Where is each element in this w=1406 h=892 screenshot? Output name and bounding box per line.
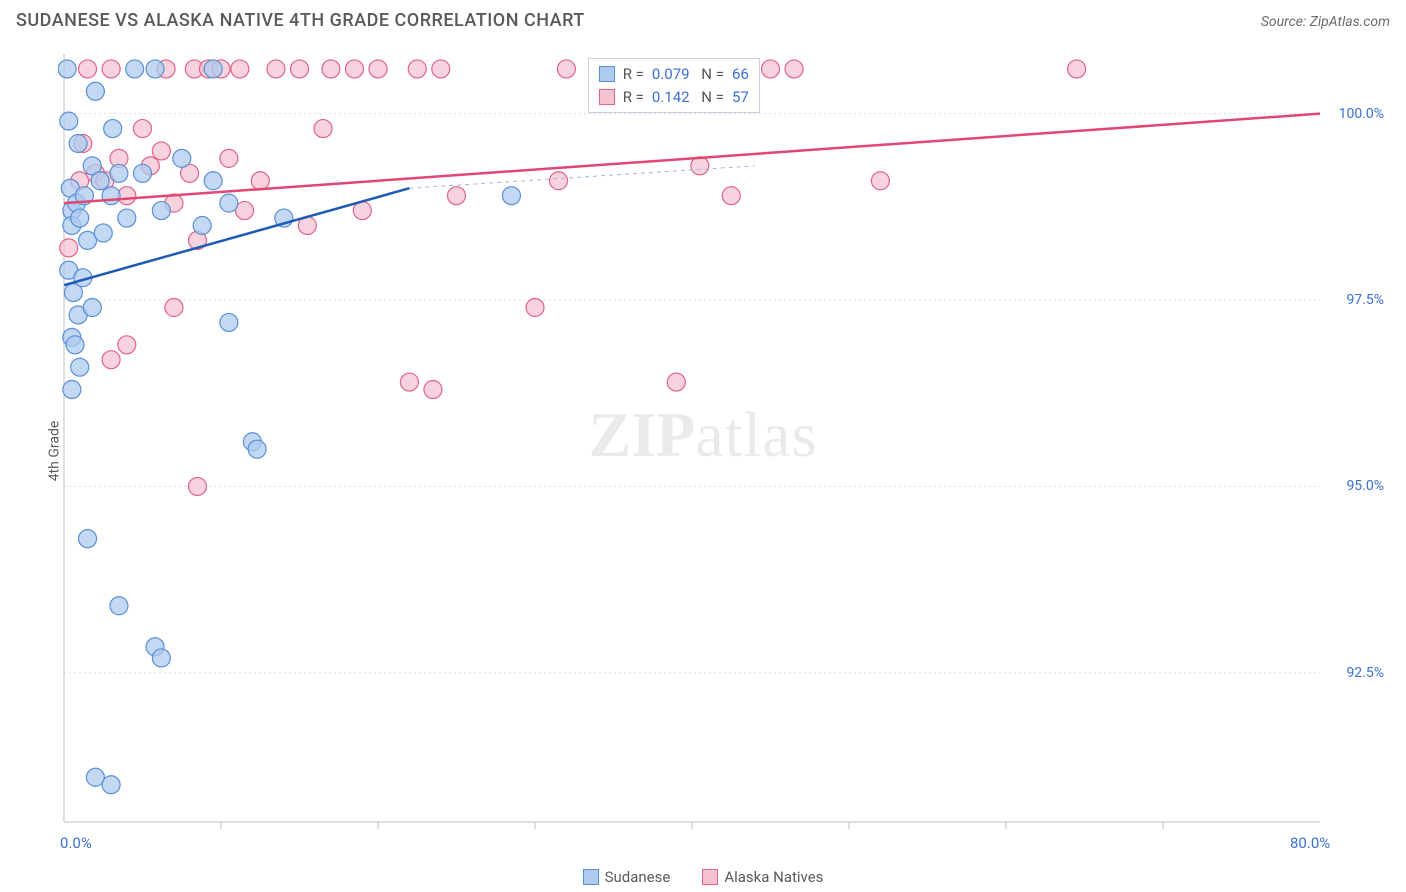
stat-r-value: 0.142	[652, 86, 690, 109]
legend-swatch	[599, 66, 615, 82]
plot-area: 4th Grade ZIPatlas R =0.079 N =66R =0.14…	[16, 46, 1390, 856]
correlation-stats-box: R = 0.079 N = 66 R = 0.142 N = 57	[588, 58, 760, 113]
stat-r-label: R =	[623, 63, 644, 86]
stat-row: R = 0.142 N = 57	[599, 86, 749, 109]
stat-n-label: N =	[698, 86, 724, 109]
legend-item: Sudanese	[583, 868, 671, 886]
chart-title: SUDANESE VS ALASKA NATIVE 4TH GRADE CORR…	[16, 10, 585, 31]
legend-label: Alaska Natives	[724, 868, 823, 886]
legend-swatch	[583, 869, 599, 885]
stat-r-value: 0.079	[652, 63, 690, 86]
legend-swatch	[599, 89, 615, 105]
stat-row: R = 0.079 N = 66	[599, 63, 749, 86]
y-tick-label: 100.0%	[1339, 106, 1384, 122]
y-tick-label: 97.5%	[1346, 292, 1384, 308]
legend-swatch	[702, 869, 718, 885]
stat-n-label: N =	[698, 63, 724, 86]
x-axis-min-label: 0.0%	[60, 834, 92, 852]
y-tick-label: 92.5%	[1346, 665, 1384, 681]
source-attribution: Source: ZipAtlas.com	[1261, 14, 1390, 30]
stat-n-value: 57	[732, 86, 749, 109]
y-tick-label: 95.0%	[1346, 478, 1384, 494]
x-axis-max-label: 80.0%	[1290, 834, 1330, 852]
stat-r-label: R =	[623, 86, 644, 109]
chart-legend: Sudanese Alaska Natives	[0, 868, 1406, 886]
legend-label: Sudanese	[605, 868, 671, 886]
stat-n-value: 66	[732, 63, 749, 86]
scatter-chart	[58, 46, 1390, 856]
legend-item: Alaska Natives	[702, 868, 823, 886]
